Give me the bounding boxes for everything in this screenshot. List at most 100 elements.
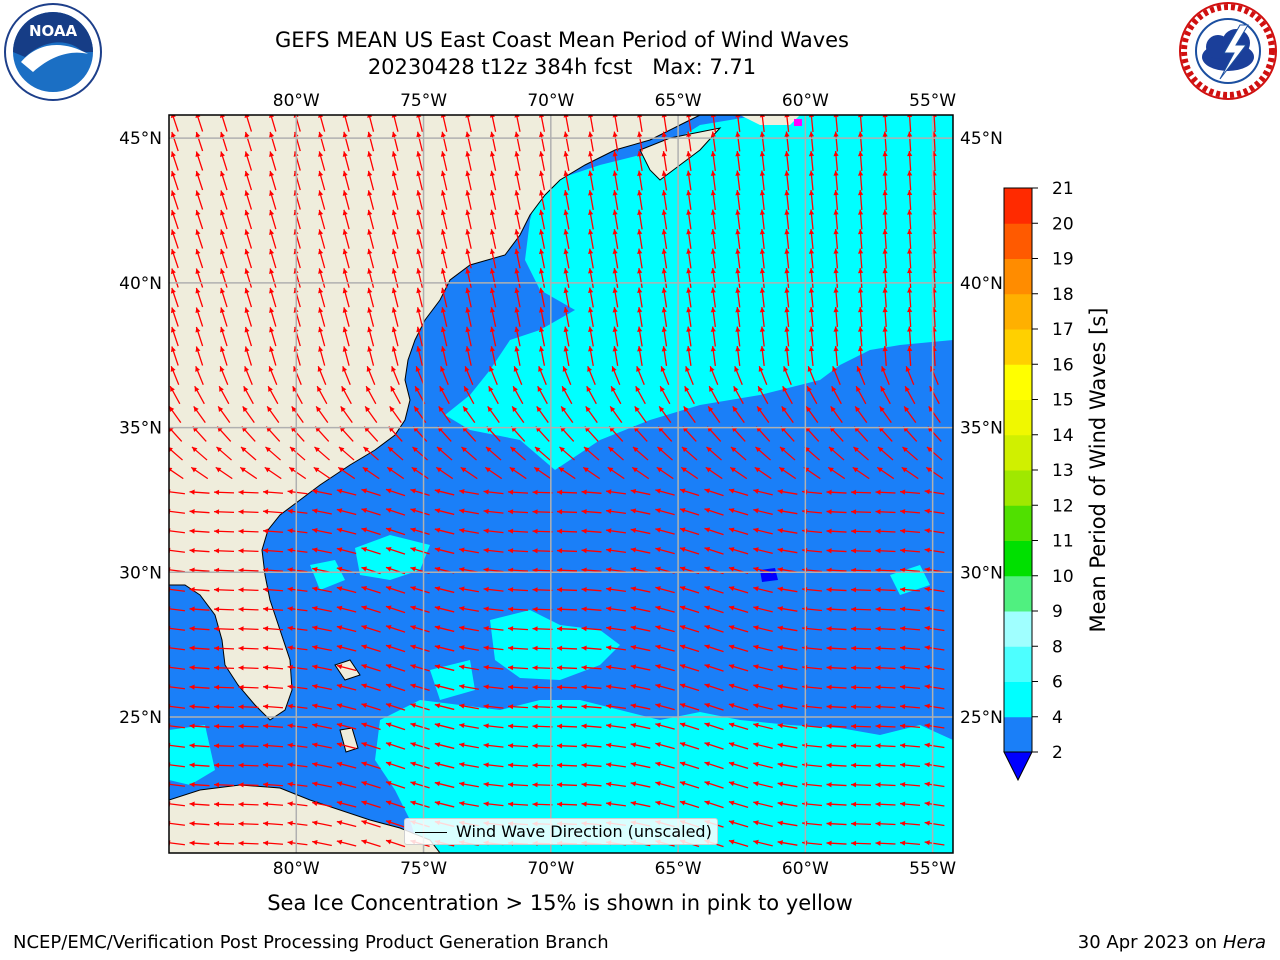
wave-arrow bbox=[336, 703, 357, 711]
wave-arrow bbox=[686, 190, 692, 210]
wave-arrow bbox=[287, 801, 308, 807]
wave-arrow bbox=[710, 209, 716, 230]
wave-arrow bbox=[170, 287, 179, 308]
wave-arrow bbox=[924, 606, 945, 612]
wave-arrow bbox=[635, 385, 646, 405]
wave-arrow bbox=[879, 405, 892, 424]
wave-arrow bbox=[367, 287, 375, 308]
wave-arrow bbox=[710, 229, 716, 249]
wave-arrow bbox=[312, 703, 332, 710]
wave-arrow bbox=[391, 326, 399, 347]
wave-arrow bbox=[244, 268, 253, 288]
wave-arrow bbox=[704, 527, 724, 536]
wave-arrow bbox=[831, 385, 842, 405]
wave-arrow bbox=[753, 586, 773, 593]
wave-arrow bbox=[532, 743, 553, 749]
wave-arrow bbox=[318, 326, 326, 347]
wave-arrow bbox=[899, 723, 921, 729]
wave-arrow bbox=[459, 684, 479, 690]
wave-arrow bbox=[637, 326, 643, 347]
wave-arrow bbox=[391, 365, 400, 386]
wave-arrow bbox=[465, 326, 472, 347]
colorbar-tick-label: 12 bbox=[1052, 496, 1074, 516]
wave-arrow bbox=[262, 762, 284, 768]
wave-arrow bbox=[899, 625, 921, 632]
wave-arrow bbox=[269, 151, 277, 171]
wave-arrow bbox=[899, 567, 921, 573]
wave-arrow bbox=[606, 781, 626, 788]
wave-arrow bbox=[830, 405, 843, 424]
wave-arrow bbox=[489, 248, 497, 269]
wave-arrow bbox=[459, 723, 479, 729]
wave-arrow bbox=[556, 782, 578, 788]
wave-arrow bbox=[439, 385, 450, 405]
wave-arrow bbox=[361, 644, 381, 653]
wave-arrow bbox=[857, 306, 864, 328]
wave-arrow bbox=[213, 840, 235, 846]
wave-arrow bbox=[924, 781, 945, 788]
wave-arrow bbox=[637, 229, 643, 249]
wave-arrow bbox=[238, 587, 259, 593]
colorbar-tick-label: 14 bbox=[1052, 426, 1074, 446]
wave-arrow bbox=[637, 151, 643, 171]
wave-arrow bbox=[459, 645, 479, 651]
wave-arrow bbox=[777, 684, 798, 690]
wave-arrow bbox=[410, 586, 430, 594]
wave-arrow bbox=[581, 606, 602, 612]
wave-arrow bbox=[514, 170, 521, 191]
wave-arrow bbox=[857, 131, 864, 152]
wave-arrow bbox=[899, 606, 921, 612]
wave-arrow bbox=[655, 586, 675, 594]
wave-arrow bbox=[826, 626, 847, 632]
wave-arrow bbox=[826, 489, 847, 495]
wave-arrow bbox=[562, 365, 572, 386]
wave-arrow bbox=[630, 488, 651, 496]
wave-arrow bbox=[606, 801, 626, 807]
wave-arrow bbox=[588, 170, 594, 191]
wave-arrow bbox=[318, 307, 326, 327]
wave-arrow bbox=[875, 665, 896, 671]
wave-arrow bbox=[563, 209, 570, 230]
wave-arrow bbox=[850, 665, 872, 671]
wave-arrow bbox=[899, 742, 921, 749]
wave-arrow bbox=[312, 547, 332, 554]
wave-arrow bbox=[826, 821, 847, 827]
wave-arrow bbox=[826, 587, 847, 593]
wave-arrow bbox=[460, 466, 478, 480]
wave-arrow bbox=[679, 488, 700, 497]
colorbar-tick-label: 10 bbox=[1052, 567, 1074, 587]
wave-arrow bbox=[759, 150, 765, 172]
wave-arrow bbox=[220, 307, 228, 327]
wave-arrow bbox=[612, 307, 619, 327]
wave-arrow bbox=[189, 509, 210, 515]
wave-arrow bbox=[489, 190, 497, 210]
wave-arrow bbox=[367, 151, 375, 171]
wave-arrow bbox=[882, 209, 888, 230]
wave-arrow bbox=[581, 489, 602, 495]
wave-arrow bbox=[636, 365, 645, 386]
wave-arrow bbox=[833, 150, 839, 172]
colorbar-segment bbox=[1004, 716, 1032, 753]
wave-arrow bbox=[784, 189, 790, 211]
wave-arrow bbox=[434, 488, 455, 496]
wave-arrow bbox=[416, 326, 423, 347]
wave-arrow bbox=[385, 488, 406, 497]
wave-arrow bbox=[410, 527, 430, 536]
wave-arrow bbox=[704, 722, 724, 731]
wave-arrow bbox=[189, 684, 210, 690]
wave-arrow bbox=[362, 466, 380, 480]
wave-arrow bbox=[391, 209, 399, 230]
wave-arrow bbox=[850, 645, 872, 651]
wave-arrow bbox=[507, 723, 529, 729]
wave-arrow bbox=[777, 645, 798, 651]
wave-arrow bbox=[189, 548, 210, 554]
wave-arrow bbox=[826, 723, 847, 729]
wave-arrow bbox=[532, 704, 553, 710]
wave-arrow bbox=[538, 190, 546, 210]
wave-arrow bbox=[189, 567, 210, 573]
wave-arrow bbox=[336, 547, 357, 555]
wave-arrow bbox=[387, 446, 404, 461]
wave-arrow bbox=[656, 466, 674, 480]
wave-arrow bbox=[661, 131, 668, 152]
wave-arrow bbox=[686, 170, 692, 191]
